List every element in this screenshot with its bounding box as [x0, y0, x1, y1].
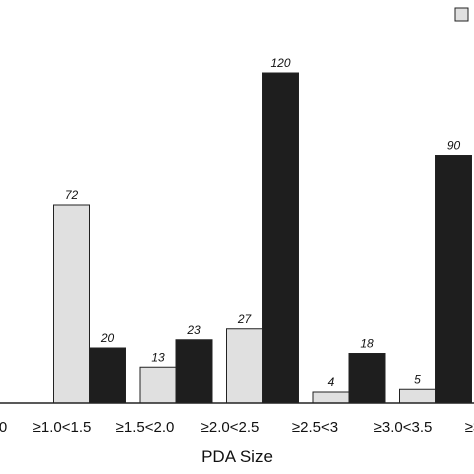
- value-label-s2-3: 120: [270, 56, 290, 70]
- x-tick-label-1: ≥1.0<1.5: [33, 419, 92, 436]
- bar-s1-4: [312, 391, 350, 404]
- x-tick-label-6: ≥3: [465, 419, 474, 436]
- bar-s2-4: [348, 353, 386, 404]
- bars-layer: [53, 72, 472, 404]
- x-tick-label-2: ≥1.5<2.0: [116, 419, 175, 436]
- value-label-s1-4: 4: [328, 375, 335, 389]
- x-tick-label-4: ≥2.5<3: [292, 419, 338, 436]
- bar-s1-1: [53, 204, 90, 404]
- bar-s1-2: [139, 366, 177, 404]
- value-label-s2-5: 90: [447, 139, 461, 153]
- x-tick-label-3: ≥2.0<2.5: [201, 419, 260, 436]
- value-label-s1-1: 72: [65, 188, 79, 202]
- legend-swatch: [454, 7, 469, 22]
- bar-s2-2: [175, 339, 213, 404]
- x-tick-label-5: ≥3.0<3.5: [374, 419, 433, 436]
- value-label-s2-2: 23: [186, 323, 201, 337]
- bar-s2-5: [435, 155, 472, 404]
- bar-s1-5: [399, 388, 436, 404]
- value-label-s2-1: 20: [100, 331, 115, 345]
- bar-s2-1: [89, 347, 126, 404]
- value-label-s1-2: 13: [151, 350, 165, 364]
- value-label-s1-3: 27: [237, 312, 253, 326]
- value-label-s2-4: 18: [360, 337, 374, 351]
- value-label-s1-5: 5: [414, 372, 421, 386]
- bar-s1-3: [226, 328, 263, 404]
- bar-s2-3: [262, 72, 299, 404]
- x-tick-labels: 0 ≥1.0<1.5 ≥1.5<2.0 ≥2.0<2.5 ≥2.5<3 ≥3.0<3.5 ≥…: [0, 419, 474, 436]
- x-tick-label-0: 0: [0, 419, 7, 436]
- x-axis-title: PDA Size: [201, 447, 273, 466]
